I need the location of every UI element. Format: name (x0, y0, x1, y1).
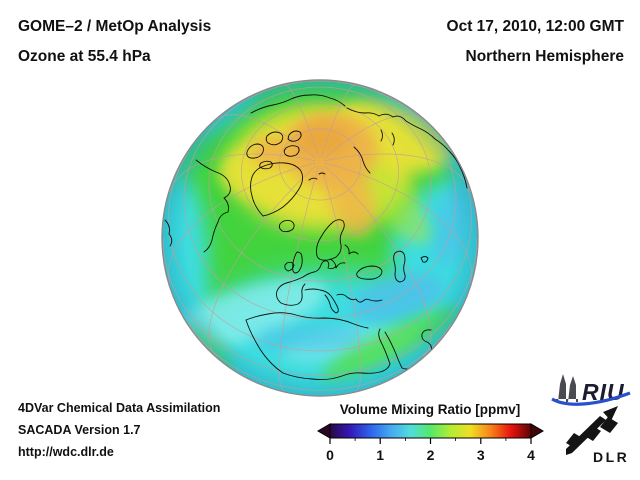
coastlines (164, 94, 468, 381)
colorbar-title: Volume Mixing Ratio [ppmv] (340, 402, 521, 417)
coastline-blacksea (356, 265, 383, 280)
coastline-redsea-west (378, 328, 391, 365)
coastline-africa-north (245, 312, 369, 329)
colorbar-gradient-bar (329, 423, 532, 439)
footer-left: 4DVar Chemical Data Assimilation SACADA V… (18, 397, 220, 463)
dlr-arrow-shaft (566, 416, 606, 455)
graticule-line (208, 165, 317, 357)
tick-label: 1 (376, 447, 384, 463)
tick-label: 3 (477, 447, 485, 463)
graticule (162, 80, 478, 392)
graticule-line (279, 166, 319, 392)
coastline-chukotka (250, 94, 346, 114)
dlr-arrowhead (603, 406, 618, 421)
colorbar-ticks (329, 438, 532, 444)
header-right: Oct 17, 2010, 12:00 GMT Northern Hemisphe… (447, 12, 624, 72)
coastline-africa-west (245, 319, 284, 374)
colorbar-left-arrow (317, 423, 331, 439)
coastline-novaya-zemlya (353, 146, 371, 174)
graticule-line (284, 84, 319, 158)
graticule-line (325, 162, 473, 284)
coastline-aral (420, 256, 429, 263)
coastline-scandinavia (316, 219, 345, 261)
graticule-line (323, 114, 424, 159)
coastline-africa-south (282, 363, 391, 381)
tick-label: 4 (527, 447, 535, 463)
tick-label: 0 (326, 447, 334, 463)
globe-field (162, 80, 478, 396)
graticule-line (321, 166, 361, 392)
region-label: Northern Hemisphere (465, 48, 624, 65)
graticule-line (325, 153, 471, 193)
product-title: GOME–2 / MetOp Analysis (18, 18, 212, 35)
coastline-balkans (336, 293, 383, 303)
coastline-arctic-island (246, 143, 264, 159)
coastline-canada (195, 159, 231, 253)
graticule-line (167, 162, 315, 284)
coastline-ireland (284, 261, 295, 272)
colorbar: Volume Mixing Ratio [ppmv] 0 1 2 3 4 (317, 402, 544, 463)
graticule-line (162, 237, 478, 376)
coastline-labrador (164, 219, 173, 247)
coastline-arctic-island (287, 130, 302, 142)
version-label: SACADA Version 1.7 (18, 423, 141, 437)
coastline-ob-inlets (380, 129, 395, 146)
coastline-iberia (276, 276, 306, 306)
graticule-line (323, 165, 432, 357)
header-left: GOME–2 / MetOp Analysis Ozone at 55.4 hPa (18, 12, 211, 72)
riu-swoosh-icon (551, 391, 631, 406)
datetime-label: Oct 17, 2010, 12:00 GMT (446, 18, 624, 35)
coastline-med-north (304, 288, 339, 314)
quantity-label: Ozone at 55.4 hPa (18, 48, 151, 65)
coastline-svalbard (308, 172, 326, 181)
tick-label: 2 (427, 447, 435, 463)
riu-logo: RIU (551, 374, 631, 406)
coastline-arctic-island (265, 131, 284, 146)
url-label: http://wdc.dlr.de (18, 445, 114, 459)
coastline-whitesea (344, 244, 359, 255)
globe-rim (161, 79, 479, 397)
coastline-baltic (329, 258, 346, 269)
dlr-logo: DLR (566, 406, 629, 465)
colorbar-right-arrow (530, 423, 544, 439)
cathedral-icon (556, 374, 578, 402)
coastline-siberia (346, 107, 468, 189)
dlr-symbol-icon (566, 406, 618, 455)
coastline-greenland (250, 162, 304, 217)
graticule-line (169, 153, 315, 193)
graticule-line (167, 151, 473, 352)
coastline-britain (292, 251, 303, 274)
colorbar-tick-labels: 0 1 2 3 4 (326, 447, 535, 463)
globe-map (161, 79, 479, 397)
assimilation-label: 4DVar Chemical Data Assimilation (18, 401, 221, 415)
coastline-arctic-island (259, 160, 273, 170)
graticule-line (216, 114, 317, 159)
coastline-arctic-island (283, 145, 300, 157)
dlr-logo-text: DLR (593, 449, 629, 465)
dlr-diamond (600, 417, 618, 433)
coastline-iceland (278, 219, 295, 233)
coastline-northsea (302, 260, 337, 278)
coastline-caspian (393, 250, 406, 283)
